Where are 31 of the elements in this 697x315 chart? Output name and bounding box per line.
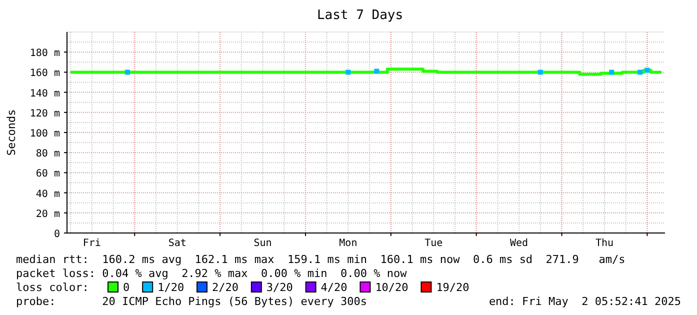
x-tick-label: Thu — [595, 238, 614, 249]
x-tick-label: Sat — [168, 238, 186, 249]
chart-title: Last 7 Days — [316, 8, 404, 23]
x-tick-label: Sun — [254, 238, 272, 249]
legend-label: 2/20 — [212, 281, 238, 294]
y-tick-label: 100 m — [30, 128, 60, 140]
legend-title: loss color: — [16, 281, 89, 294]
y-tick-label: 180 m — [30, 48, 60, 60]
x-tick-label: Mon — [339, 238, 358, 249]
legend-label: 10/20 — [375, 281, 408, 294]
y-tick-label: 20 m — [36, 208, 60, 220]
text: end: Fri May 2 05:52:41 2025 — [488, 295, 681, 308]
y-tick-label: 40 m — [36, 188, 60, 200]
y-tick-label: 60 m — [36, 168, 60, 180]
legend-label: 4/20 — [320, 281, 348, 294]
text: median rtt: 160.2 ms avg 162.1 ms max 159.1 ms min 160.1 ms now 0.6 ms sd 271.9 am/s — [16, 253, 626, 266]
y-tick-label: 140 m — [30, 88, 60, 100]
y-tick-label: 160 m — [30, 68, 60, 80]
y-tick-label: 0 — [54, 229, 60, 240]
legend-label: 1/20 — [158, 281, 184, 294]
y-tick-label: 120 m — [30, 108, 60, 120]
legend-label: 19/20 — [436, 281, 470, 294]
legend-label: 0 — [123, 281, 130, 294]
legend-label: 3/20 — [266, 281, 293, 294]
text: packet loss: 0.04 % avg 2.92 % max 0.00 % min 0.00 % now — [16, 267, 408, 280]
x-tick-label: Fri — [82, 238, 101, 249]
y-axis-title: Seconds — [5, 109, 18, 156]
x-tick-label: Tue — [424, 238, 443, 249]
text: probe: 20 ICMP Echo Pings (56 Bytes) every 300s — [16, 295, 367, 308]
x-tick-label: Wed — [510, 238, 528, 249]
y-tick-label: 80 m — [36, 148, 60, 160]
